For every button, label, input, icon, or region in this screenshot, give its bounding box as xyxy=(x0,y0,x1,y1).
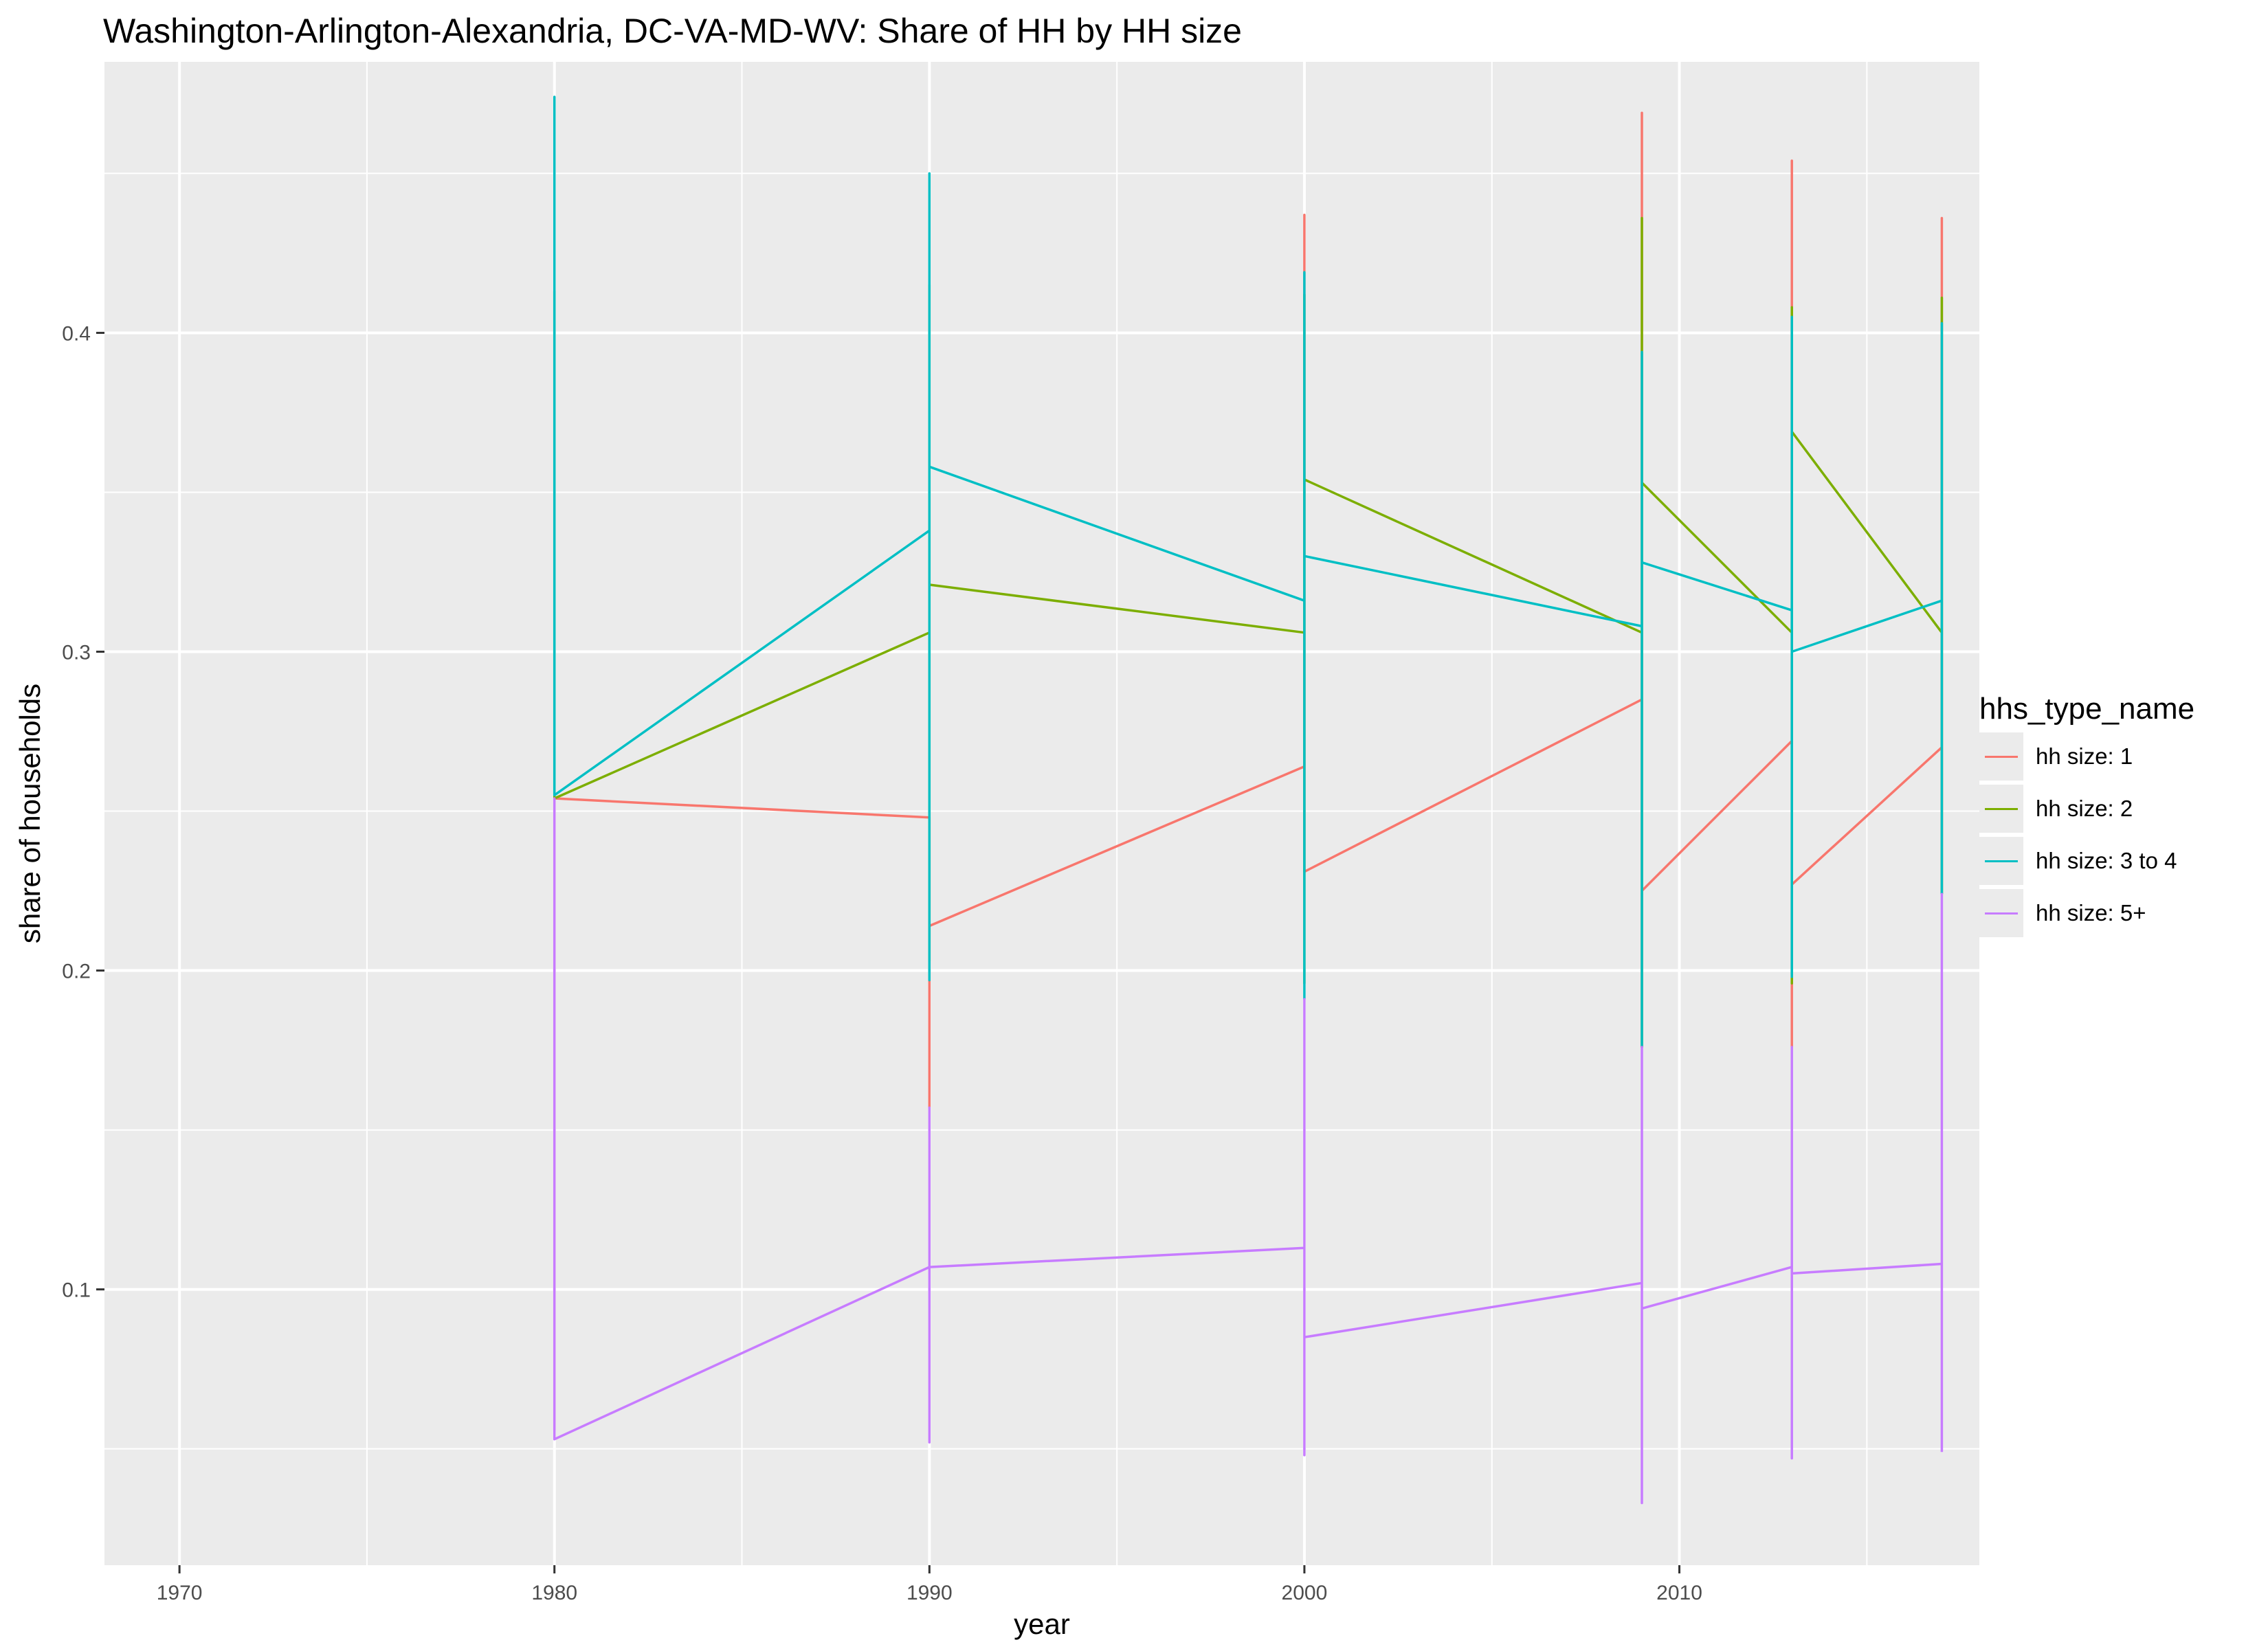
legend-key xyxy=(1979,785,2023,833)
series-line-hh-size-5- xyxy=(553,797,1944,1505)
legend-title: hhs_type_name xyxy=(1979,692,2195,726)
y-tick-label: 0.3 xyxy=(62,641,91,664)
legend-label: hh size: 2 xyxy=(2036,796,2133,821)
legend: hhs_type_name hh size: 1 hh size: 2 hh s… xyxy=(1979,688,2194,939)
x-tick-label: 2010 xyxy=(1656,1582,1702,1604)
legend-item-hh-size-1: hh size: 1 xyxy=(1979,731,2194,782)
x-tick-labels: 1970 1980 1990 2000 2010 xyxy=(157,1582,1702,1604)
panel-background xyxy=(104,62,1979,1565)
legend-label: hh size: 3 to 4 xyxy=(2036,848,2177,873)
legend-item-hh-size-2: hh size: 2 xyxy=(1979,783,2194,834)
legend-swatch xyxy=(1985,756,2018,758)
series-lines xyxy=(553,96,1944,1505)
x-tick-label: 1980 xyxy=(531,1582,577,1604)
legend-key xyxy=(1979,837,2023,885)
legend-item-hh-size-3-to-4: hh size: 3 to 4 xyxy=(1979,835,2194,886)
minor-gridlines xyxy=(104,62,1979,1565)
legend-label: hh size: 1 xyxy=(2036,743,2133,769)
legend-swatch xyxy=(1985,808,2018,810)
legend-item-hh-size-5-plus: hh size: 5+ xyxy=(1979,888,2194,939)
legend-key xyxy=(1979,732,2023,781)
chart-title: Washington-Arlington-Alexandria, DC-VA-M… xyxy=(103,12,1242,50)
x-tick-label: 1970 xyxy=(157,1582,203,1604)
legend-key xyxy=(1979,889,2023,937)
legend-label: hh size: 5+ xyxy=(2036,900,2146,926)
series-line-hh-size-3-to-4 xyxy=(553,96,1944,1048)
legend-swatch xyxy=(1985,860,2018,862)
y-tick-label: 0.1 xyxy=(62,1279,91,1302)
y-tick-label: 0.2 xyxy=(62,961,91,983)
x-tick-label: 2000 xyxy=(1282,1582,1328,1604)
legend-swatch xyxy=(1985,912,2018,915)
axis-ticks xyxy=(96,331,1681,1573)
y-tick-labels: 0.1 0.2 0.3 0.4 xyxy=(62,322,91,1301)
x-axis-label: year xyxy=(1014,1608,1070,1640)
y-tick-label: 0.4 xyxy=(62,322,91,345)
x-tick-label: 1990 xyxy=(907,1582,953,1604)
y-axis-label: share of households xyxy=(14,684,46,943)
